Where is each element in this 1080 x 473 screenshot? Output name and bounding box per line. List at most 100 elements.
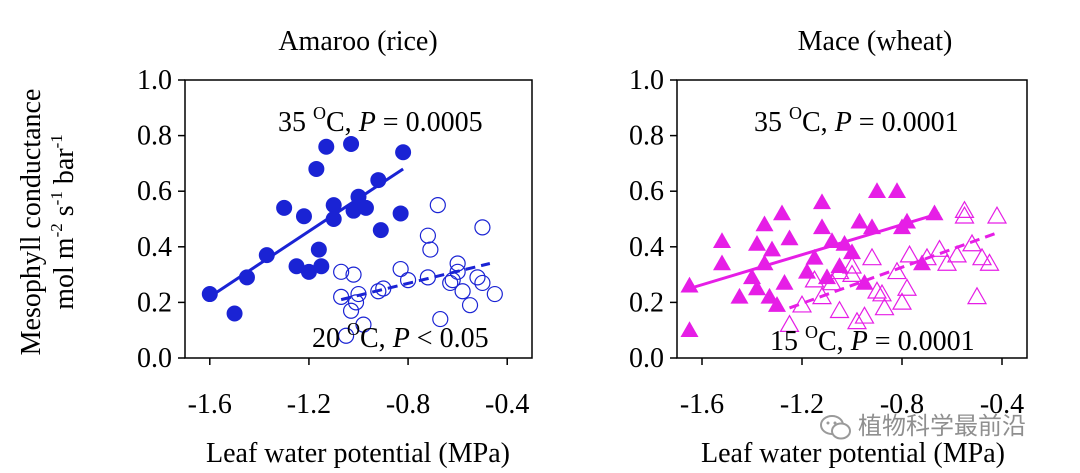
data-point [395, 144, 412, 161]
y-tick-label: 0.4 [137, 232, 172, 263]
annotation-35C-amaroo: 35 OC, P = 0.0005 [278, 103, 483, 138]
data-point [680, 321, 699, 337]
data-point [461, 297, 479, 314]
data-point [925, 204, 944, 221]
annotation-20C-amaroo: 20 OC, P < 0.05 [312, 319, 489, 354]
data-point [886, 261, 908, 280]
data-point [755, 254, 774, 271]
data-point [868, 182, 886, 198]
panel-amaroo-rice: Amaroo (rice) 0.00.20.40.60.81.0 -1.6 -1.… [137, 26, 533, 420]
data-point [226, 305, 243, 322]
data-point [345, 202, 362, 219]
data-point [866, 281, 888, 299]
data-point [874, 297, 895, 316]
data-point [841, 256, 863, 274]
data-point [898, 212, 916, 229]
data-point [755, 215, 774, 232]
y-axis-label: Mesophyll conductance mol m-2 s-1 bar-1 [16, 89, 80, 356]
data-point [288, 258, 305, 275]
x-tick-label: -0.8 [386, 389, 430, 420]
data-point [891, 292, 913, 310]
panel-mace-wheat: Mace (wheat) 0.0 0.2 0.4 0.6 0.8 1.0 -1.6 -1.2… [629, 26, 1028, 420]
data-point [913, 254, 931, 271]
data-point [342, 302, 360, 319]
regression-line [788, 231, 998, 310]
data-point [954, 206, 975, 224]
x-tick-label: -1.2 [780, 389, 824, 420]
data-point [350, 285, 367, 303]
data-point [469, 269, 486, 286]
data-point [768, 296, 786, 312]
data-point [855, 273, 874, 290]
y-tick-label: 1.0 [137, 65, 172, 96]
data-point [961, 233, 983, 252]
data-point [375, 280, 392, 297]
data-point [966, 286, 988, 305]
y-tick-label: 0.6 [137, 176, 172, 207]
y-axis-label-line1: Mesophyll conductance [16, 89, 47, 356]
data-point [971, 247, 993, 266]
data-point [986, 206, 1008, 224]
data-point [333, 263, 350, 280]
data-point [345, 266, 362, 283]
x-axis-label-mace: Leaf water potential (MPa) [701, 438, 1005, 469]
y-axis-ticks-mace: 0.0 0.2 0.4 0.6 0.8 1.0 [629, 65, 677, 374]
data-point [238, 269, 255, 286]
data-point [276, 199, 293, 216]
data-point [713, 232, 731, 248]
data-point [399, 272, 417, 289]
y-tick-label: 0.6 [629, 176, 664, 207]
data-point [946, 244, 968, 263]
data-point [419, 227, 436, 244]
data-point [357, 199, 374, 216]
data-point [449, 263, 466, 280]
data-point [748, 235, 766, 251]
x-tick-label: -1.6 [680, 389, 724, 420]
data-marks-mace [680, 182, 1008, 337]
plot-frame-amaroo [184, 79, 533, 359]
data-point [370, 172, 387, 189]
data-point [811, 286, 833, 305]
data-point [821, 272, 843, 291]
data-point [422, 241, 439, 258]
data-point [449, 255, 466, 272]
data-point [743, 268, 761, 285]
data-point [775, 273, 794, 290]
data-point [444, 272, 461, 289]
x-tick-label: -1.2 [287, 389, 331, 420]
plot-frame-mace [676, 79, 1028, 359]
data-point [954, 200, 975, 219]
data-point [713, 254, 731, 271]
x-tick-label: -0.4 [980, 389, 1024, 420]
x-axis-ticks-amaroo: -1.6 -1.2 -0.8 -0.4 [188, 358, 529, 420]
data-point [680, 276, 699, 293]
data-point [899, 244, 920, 263]
data-point [370, 283, 387, 300]
annotation-15C-mace: 15 OC, P = 0.0001 [770, 322, 975, 357]
x-tick-label: -0.8 [880, 389, 924, 420]
data-point [805, 248, 824, 265]
data-point [318, 138, 335, 155]
data-point [347, 294, 365, 311]
watermark: 植物科学最前沿 [820, 412, 1026, 440]
y-tick-label: 0.2 [629, 287, 664, 318]
data-point [308, 160, 325, 177]
y-axis-ticks-amaroo: 0.0 0.2 0.4 0.6 0.8 1.0 [137, 65, 185, 374]
data-point [871, 283, 893, 302]
data-point [760, 287, 779, 304]
data-point [823, 232, 841, 248]
data-point [748, 279, 766, 296]
data-point [846, 311, 868, 330]
data-point [429, 197, 446, 214]
data-point [791, 294, 813, 313]
data-point [835, 235, 854, 251]
data-point [310, 241, 327, 258]
data-point [325, 197, 342, 214]
x-tick-label: -0.4 [485, 389, 529, 420]
data-point [979, 253, 1000, 271]
data-point [313, 258, 330, 275]
panel-title-mace: Mace (wheat) [798, 26, 953, 57]
data-point [780, 229, 799, 246]
wechat-icon [820, 415, 851, 440]
data-point [850, 212, 869, 229]
